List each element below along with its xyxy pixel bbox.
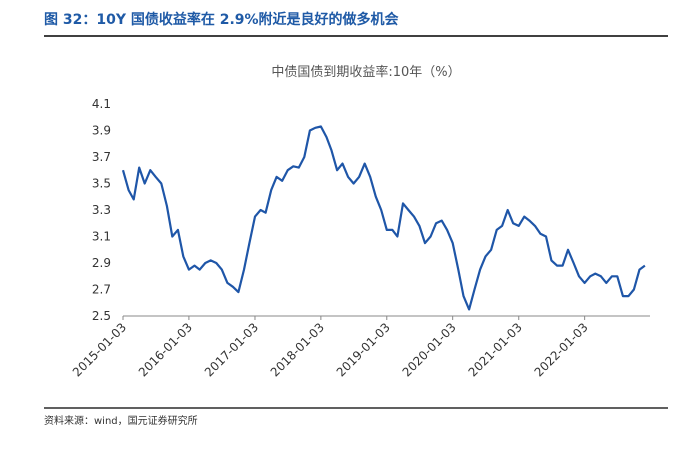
y-tick-label: 3.1 xyxy=(92,230,111,244)
y-tick-label: 3.7 xyxy=(92,150,111,164)
x-tick-label: 2015-01-03 xyxy=(70,320,129,379)
y-tick-label: 3.3 xyxy=(92,203,111,217)
y-tick-label: 3.9 xyxy=(92,124,111,138)
y-tick-label: 2.5 xyxy=(92,309,111,323)
x-tick-label: 2018-01-03 xyxy=(268,320,327,379)
x-tick-label: 2019-01-03 xyxy=(334,320,393,379)
x-tick-label: 2022-01-03 xyxy=(532,320,591,379)
chart-title: 中债国债到期收益率:10年（%） xyxy=(271,64,460,80)
x-tick-label: 2016-01-03 xyxy=(136,320,195,379)
source: 资料来源：wind，国元证券研究所 xyxy=(44,414,198,427)
y-tick-label: 2.7 xyxy=(92,283,111,297)
line-series xyxy=(121,125,646,311)
figure-title: 图 32：10Y 国债收益率在 2.9%附近是良好的做多机会 xyxy=(44,11,400,28)
y-tick-label: 2.9 xyxy=(92,256,111,270)
x-tick-label: 2021-01-03 xyxy=(466,320,525,379)
y-tick-label: 4.1 xyxy=(92,97,111,111)
y-tick-label: 3.5 xyxy=(92,177,111,191)
x-tick-label: 2017-01-03 xyxy=(202,320,261,379)
x-tick-label: 2020-01-03 xyxy=(400,320,459,379)
